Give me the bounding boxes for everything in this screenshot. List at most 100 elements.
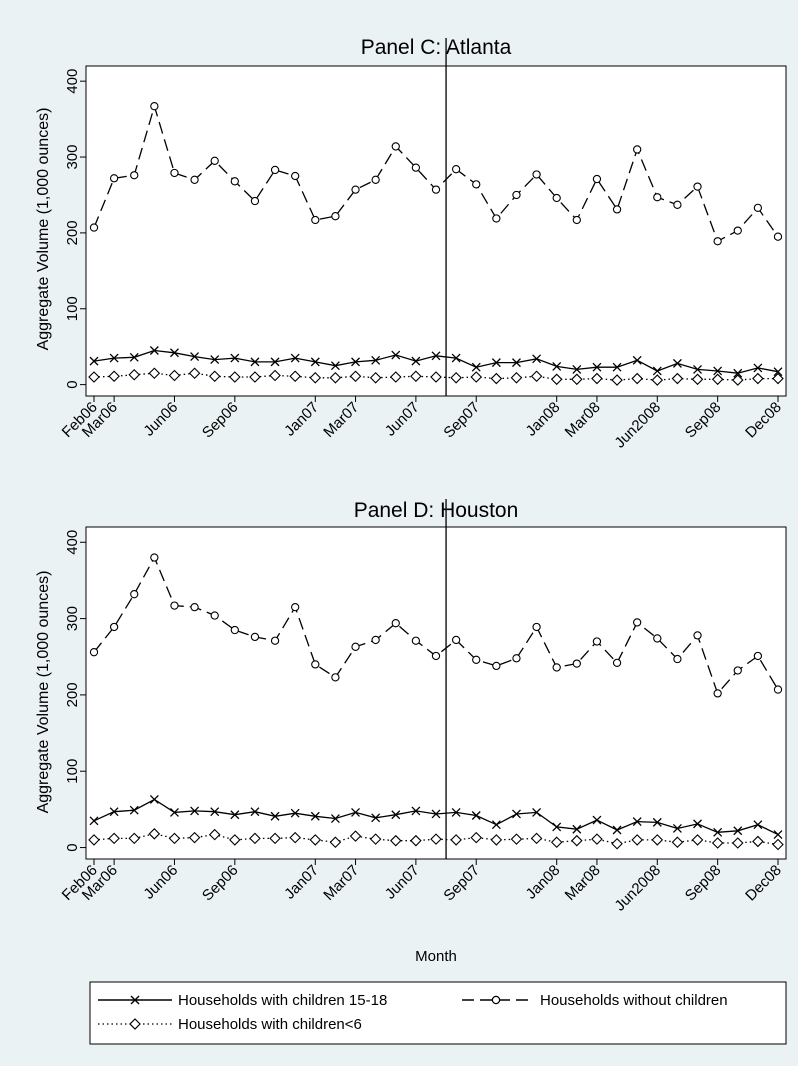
data-point-houston-1 [773,685,783,694]
data-point-houston-0 [330,814,340,824]
data-point-houston-1 [190,602,199,612]
legend-item-without-children: Households without children [462,992,728,1009]
data-point-atlanta-2 [289,370,301,383]
data-point-atlanta-2 [571,373,583,386]
data-point-houston-2 [229,834,241,846]
plot-area-atlanta [85,65,787,397]
data-point-houston-0 [310,811,320,821]
legend: Households with children 15-18 Household… [89,981,787,1045]
data-point-houston-2 [671,836,684,848]
data-point-atlanta-1 [633,145,642,154]
legend-label-children-under-6: Households with children<6 [178,1016,362,1033]
data-point-houston-0 [491,820,501,830]
data-point-atlanta-0 [310,357,320,367]
y-tick-label-houston: 100 [64,759,81,784]
data-point-atlanta-1 [250,196,260,206]
data-point-atlanta-0 [411,356,421,366]
data-point-houston-2 [289,831,301,844]
data-point-atlanta-1 [431,185,441,194]
data-point-atlanta-0 [210,355,220,365]
data-point-houston-0 [290,808,300,818]
data-point-houston-1 [291,602,300,612]
y-tick-label-houston: 300 [64,606,81,631]
data-point-atlanta-0 [129,352,139,362]
data-point-atlanta-1 [653,193,662,202]
data-point-atlanta-1 [391,142,400,151]
data-point-atlanta-1 [592,174,602,184]
data-point-houston-1 [552,663,561,672]
data-point-houston-2 [691,834,704,846]
data-point-houston-2 [571,834,583,847]
data-point-houston-2 [772,838,784,851]
data-point-houston-0 [693,819,702,829]
legend-marker-circle [491,995,501,1005]
data-point-atlanta-1 [733,226,742,235]
y-tick-label-houston: 0 [64,843,81,851]
data-point-atlanta-0 [612,362,622,372]
data-point-houston-0 [250,807,260,817]
data-point-houston-1 [130,590,139,599]
y-axis-label-atlanta: Aggregate Volume (1,000 ounces) [35,108,52,351]
data-point-houston-2 [128,832,141,845]
data-point-atlanta-0 [733,368,743,378]
data-point-atlanta-2 [731,374,744,386]
data-point-atlanta-2 [369,372,382,384]
data-point-houston-0 [89,816,99,826]
data-point-houston-2 [731,837,744,849]
data-point-houston-2 [249,832,261,845]
data-point-atlanta-1 [150,102,159,111]
data-point-houston-1 [633,618,642,627]
data-point-atlanta-2 [410,370,422,383]
data-point-atlanta-1 [612,205,622,214]
data-point-houston-2 [510,833,523,845]
data-point-houston-2 [88,834,100,846]
data-point-atlanta-0 [290,353,300,363]
chart-title-atlanta: Panel C: Atlanta [361,36,512,59]
data-point-atlanta-0 [713,366,723,376]
chart-title-houston: Panel D: Houston [354,499,519,522]
data-point-houston-1 [150,553,159,562]
data-point-atlanta-2 [611,374,623,386]
panel-atlanta: Panel C: Atlanta Aggregate Volume (1,000… [35,36,787,452]
plot-area-houston [85,526,787,860]
data-point-atlanta-1 [190,175,199,184]
data-point-atlanta-0 [572,364,582,374]
data-point-atlanta-1 [210,156,219,165]
data-point-atlanta-0 [693,364,702,374]
y-tick-label-atlanta: 100 [64,296,81,321]
data-point-atlanta-0 [512,358,521,368]
data-point-houston-0 [270,811,280,821]
data-point-houston-1 [210,611,219,620]
data-point-atlanta-0 [190,352,200,362]
data-point-atlanta-2 [128,368,141,381]
data-point-houston-2 [108,832,120,845]
data-point-houston-2 [631,834,643,846]
data-point-atlanta-1 [713,237,722,246]
data-point-houston-0 [190,806,200,816]
data-point-houston-0 [109,807,119,817]
data-point-atlanta-0 [592,362,602,372]
data-point-houston-0 [149,795,159,804]
data-point-houston-0 [371,813,381,823]
data-point-atlanta-0 [471,362,481,372]
data-point-atlanta-2 [691,373,704,386]
data-point-houston-2 [349,830,362,842]
data-point-atlanta-1 [270,165,280,175]
data-point-atlanta-2 [329,372,342,384]
data-point-houston-2 [430,833,442,845]
legend-item-children-15-18: Households with children 15-18 [98,992,387,1009]
data-point-houston-1 [431,651,441,661]
data-point-houston-0 [552,822,562,832]
y-axis-label-houston: Aggregate Volume (1,000 ounces) [35,571,52,814]
data-point-atlanta-1 [773,232,783,241]
data-point-houston-1 [331,673,340,682]
data-point-houston-1 [411,636,421,645]
data-point-houston-1 [250,632,260,642]
data-point-atlanta-0 [89,356,99,366]
data-point-houston-2 [470,831,483,844]
data-point-houston-1 [753,651,763,661]
data-point-atlanta-1 [291,171,300,181]
data-point-houston-2 [752,835,764,848]
data-point-atlanta-0 [532,354,542,364]
data-point-atlanta-2 [148,367,161,380]
